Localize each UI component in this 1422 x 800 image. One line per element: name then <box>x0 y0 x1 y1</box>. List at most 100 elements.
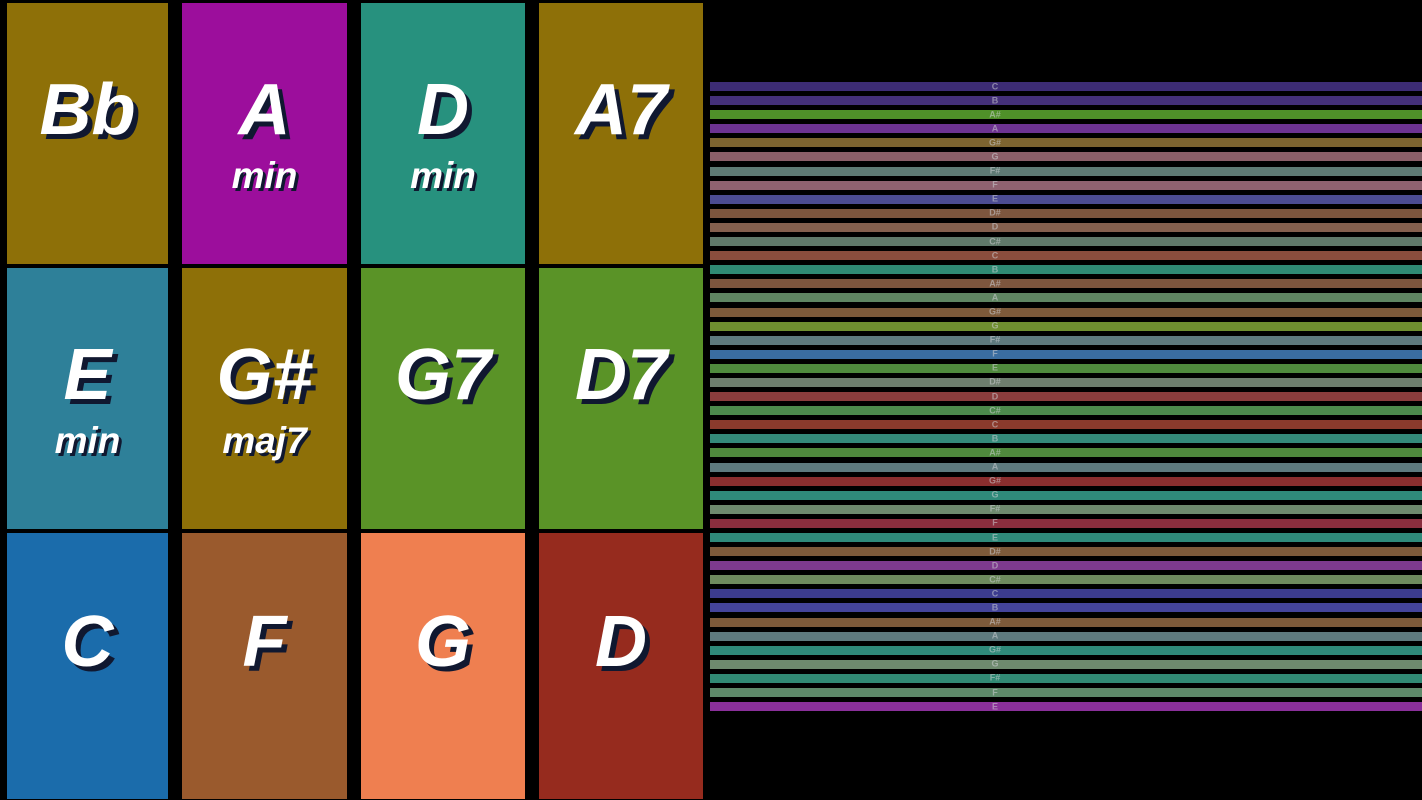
strum-string-D-22[interactable]: D <box>710 391 1422 402</box>
string-note-label: E <box>991 701 999 712</box>
chord-quality-label: min <box>54 419 121 461</box>
strum-string-B-13[interactable]: B <box>710 265 1422 275</box>
strum-string-F-31[interactable]: F <box>710 517 1422 528</box>
chord-pad-Bb[interactable]: Bb <box>7 3 168 264</box>
strum-string-Dsharp-21[interactable]: D# <box>710 376 1422 387</box>
strum-string-B-1[interactable]: B <box>710 96 1422 106</box>
string-note-label: G# <box>988 644 1002 655</box>
string-note-label: C <box>991 81 999 91</box>
strum-string-A-27[interactable]: A <box>710 461 1422 472</box>
chord-quality-label: min <box>231 154 298 196</box>
string-note-label: E <box>991 193 999 204</box>
strum-string-F-7[interactable]: F <box>710 179 1422 190</box>
chord-root-label: D <box>595 602 647 682</box>
string-note-label: F# <box>989 672 1001 683</box>
string-note-label: A# <box>989 278 1001 289</box>
string-note-label: C <box>991 588 999 599</box>
string-note-label: C# <box>989 236 1001 247</box>
strum-string-E-20[interactable]: E <box>710 363 1422 373</box>
chord-pad-G7[interactable]: G7 <box>361 268 525 529</box>
string-note-label: E <box>991 532 999 542</box>
strum-string-Fsharp-42[interactable]: F# <box>710 672 1422 683</box>
string-note-label: D <box>991 391 999 402</box>
strum-string-Fsharp-18[interactable]: F# <box>710 334 1422 345</box>
string-note-label: A <box>991 461 999 472</box>
chord-root-label: G <box>414 602 471 682</box>
strum-string-B-37[interactable]: B <box>710 603 1422 613</box>
chord-root-label: A <box>238 69 291 150</box>
chord-pad-F[interactable]: F <box>182 533 347 799</box>
strum-string-E-32[interactable]: E <box>710 533 1422 542</box>
strum-string-Gsharp-16[interactable]: G# <box>710 307 1422 317</box>
strum-string-Csharp-35[interactable]: C# <box>710 574 1422 585</box>
string-note-label: A <box>991 123 999 134</box>
strum-string-Asharp-14[interactable]: A# <box>710 278 1422 289</box>
strum-string-G-17[interactable]: G <box>710 321 1422 331</box>
strum-string-Csharp-11[interactable]: C# <box>710 236 1422 247</box>
strum-string-Csharp-23[interactable]: C# <box>710 406 1422 416</box>
strum-string-G-5[interactable]: G <box>710 152 1422 162</box>
strum-string-F-19[interactable]: F <box>710 348 1422 359</box>
string-note-label: A# <box>989 109 1001 120</box>
chord-pad-Gsharp-maj7[interactable]: G# maj7 <box>182 268 347 529</box>
strum-string-Asharp-2[interactable]: A# <box>710 109 1422 120</box>
string-note-label: C <box>991 419 999 430</box>
chord-pad-C[interactable]: C <box>7 533 168 799</box>
strum-string-Dsharp-33[interactable]: D# <box>710 547 1422 557</box>
string-note-label: F <box>992 517 998 528</box>
chord-root-label: D <box>417 69 469 150</box>
chord-root-label: C <box>61 602 114 682</box>
string-note-label: G# <box>988 137 1002 148</box>
strum-string-C-36[interactable]: C <box>710 588 1422 599</box>
strum-string-Gsharp-40[interactable]: G# <box>710 644 1422 655</box>
chord-quality-label: min <box>410 154 476 196</box>
chord-root-label: A7 <box>574 69 668 150</box>
strum-string-D-10[interactable]: D <box>710 222 1422 232</box>
chord-root-label: E <box>63 334 112 415</box>
string-note-label: F# <box>989 503 1001 514</box>
strum-string-G-29[interactable]: G <box>710 490 1422 500</box>
string-note-label: B <box>991 433 999 444</box>
string-note-label: C# <box>989 574 1001 585</box>
string-note-label: F <box>992 179 998 190</box>
string-note-label: D# <box>989 376 1001 387</box>
strum-string-D-34[interactable]: D <box>710 561 1422 571</box>
string-note-label: C <box>991 250 999 261</box>
chord-pad-A7[interactable]: A7 <box>539 3 703 264</box>
strum-string-Gsharp-4[interactable]: G# <box>710 137 1422 148</box>
strum-string-C-12[interactable]: C <box>710 250 1422 261</box>
strum-string-F-43[interactable]: F <box>710 688 1422 698</box>
strum-string-E-44[interactable]: E <box>710 701 1422 712</box>
strum-string-G-41[interactable]: G <box>710 658 1422 669</box>
chord-root-label: Bb <box>39 69 136 150</box>
string-note-label: F <box>992 348 998 359</box>
strum-string-A-15[interactable]: A <box>710 292 1422 303</box>
strum-string-A-3[interactable]: A <box>710 123 1422 134</box>
strum-string-Asharp-26[interactable]: A# <box>710 448 1422 458</box>
strum-string-A-39[interactable]: A <box>710 630 1422 641</box>
strum-string-Fsharp-6[interactable]: F# <box>710 165 1422 176</box>
string-note-label: G <box>991 658 999 669</box>
chord-pad-D7[interactable]: D7 <box>539 268 703 529</box>
strum-string-C-0[interactable]: C <box>710 82 1422 91</box>
chord-pad-D[interactable]: D <box>539 533 703 799</box>
strum-string-Asharp-38[interactable]: A# <box>710 617 1422 627</box>
string-note-label: F# <box>989 165 1001 176</box>
strum-string-Gsharp-28[interactable]: G# <box>710 476 1422 486</box>
strum-string-B-25[interactable]: B <box>710 433 1422 444</box>
strum-string-C-24[interactable]: C <box>710 419 1422 430</box>
string-note-label: A <box>991 292 999 303</box>
string-note-label: A <box>991 630 999 641</box>
strum-string-Fsharp-30[interactable]: F# <box>710 503 1422 514</box>
chord-root-label: F <box>242 602 287 682</box>
chord-pad-G[interactable]: G <box>361 533 525 799</box>
chord-root-label: G7 <box>394 334 492 415</box>
strum-string-E-8[interactable]: E <box>710 193 1422 204</box>
string-note-label: F# <box>989 334 1001 345</box>
strum-string-Dsharp-9[interactable]: D# <box>710 208 1422 218</box>
